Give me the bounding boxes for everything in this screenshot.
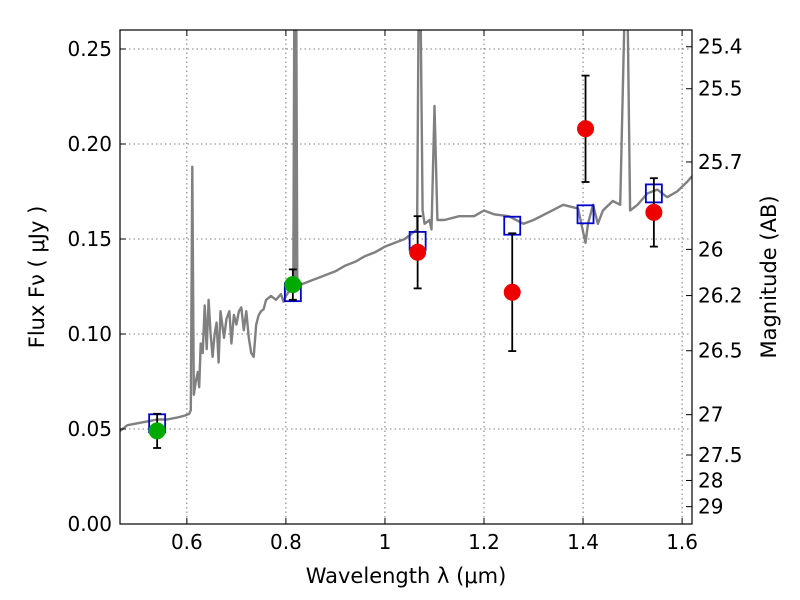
model-flux-square [576, 204, 595, 225]
y-tick-label: 0.20 [67, 132, 112, 156]
y-tick-label: 0.05 [67, 417, 112, 441]
right-axis-label: Magnitude (AB) [757, 195, 781, 358]
y-tick-label: 0.10 [67, 322, 112, 346]
right-tick-label: 28 [698, 468, 723, 492]
x-tick-label: 0.8 [270, 530, 302, 554]
right-tick-label: 26 [698, 237, 723, 261]
x-tick-label: 1.2 [468, 530, 500, 554]
x-axis-label: Wavelength λ (μm) [306, 564, 507, 588]
right-tick-label: 25.4 [698, 35, 743, 59]
right-tick-label: 25.5 [698, 77, 743, 101]
ticks: 0.6 0.8 1 1.2 1.4 1.6 0.00 0.05 0.10 0.15 0.20 0.25… [67, 30, 743, 554]
y-tick-label: 0.25 [67, 37, 112, 61]
right-tick-label: 27.5 [698, 443, 743, 467]
right-tick-label: 25.7 [698, 150, 743, 174]
y-axis-label: Flux Fν ( μJy ) [25, 206, 49, 349]
spectrum-line [120, 30, 692, 432]
plot-frame [119, 29, 693, 525]
photometry-point [284, 276, 302, 294]
right-tick-label: 27 [698, 403, 723, 427]
x-tick-label: 1.4 [567, 530, 599, 554]
model-flux-square [503, 215, 522, 236]
grid [120, 30, 692, 524]
markers [148, 74, 663, 449]
y-tick-label: 0.15 [67, 227, 112, 251]
photometry-point [577, 120, 595, 138]
plot-area [120, 30, 692, 432]
x-tick-label: 1.6 [666, 530, 698, 554]
right-tick-label: 29 [698, 495, 723, 519]
right-tick-label: 26.2 [698, 284, 743, 308]
photometry-point [503, 283, 521, 301]
right-tick-label: 26.5 [698, 339, 743, 363]
x-tick-label: 0.6 [171, 530, 203, 554]
y-tick-label: 0.00 [67, 512, 112, 536]
x-tick-label: 1 [379, 530, 392, 554]
photometry-point [409, 243, 427, 261]
photometry-point [645, 203, 663, 221]
photometry-point [148, 422, 166, 440]
